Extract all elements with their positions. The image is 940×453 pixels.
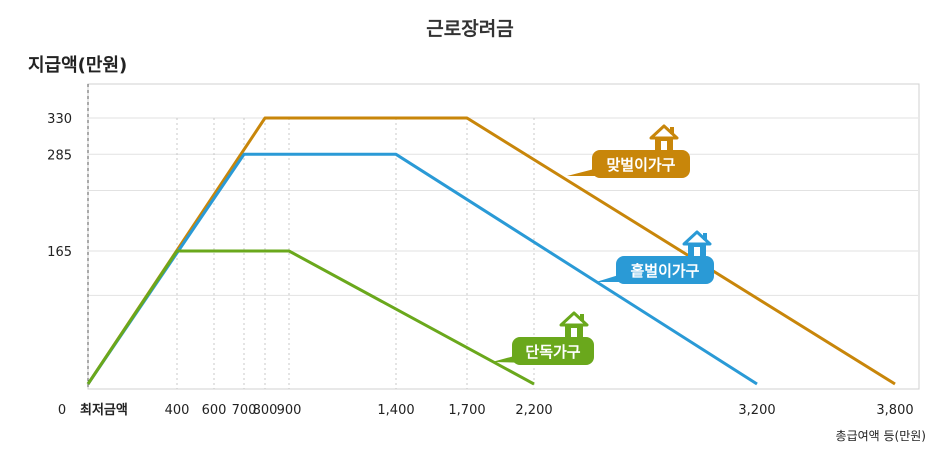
house-chimney (703, 233, 707, 240)
series-line-단독가구 (86, 249, 535, 386)
x-tick-label: 2,200 (515, 403, 552, 418)
y-tick-label: 165 (47, 245, 72, 260)
x-tick-label: 400 (165, 403, 190, 418)
y-tick-label: 330 (47, 112, 72, 127)
badge-box (592, 150, 690, 178)
badge-단독가구: 단독가구 (492, 311, 594, 365)
plot-frame (87, 83, 920, 390)
badge-맞벌이가구: 맞벌이가구 (567, 124, 690, 178)
x-tick-label: 1,400 (377, 403, 414, 418)
house-icon (649, 124, 679, 150)
x-tick-label: 700 (232, 403, 257, 418)
origin-label: 0 (58, 403, 66, 418)
x-tick-label: 1,700 (448, 403, 485, 418)
house-chimney (580, 314, 584, 321)
y-axis-label: 지급액(만원) (28, 55, 128, 76)
x-tick-label: 3,800 (876, 403, 913, 418)
x-tick-label: 600 (202, 403, 227, 418)
house-door (571, 328, 577, 337)
y-tick-label: 285 (47, 148, 72, 163)
badge-label: 맞벌이가구 (606, 156, 675, 174)
house-icon (559, 311, 589, 337)
x-min-label: 최저금액 (80, 403, 128, 418)
house-door (694, 247, 700, 256)
house-door (661, 141, 667, 150)
x-tick-label: 3,200 (738, 403, 775, 418)
series-layer (86, 116, 896, 386)
badge-box (512, 337, 594, 365)
badge-label: 홑벌이가구 (630, 262, 699, 280)
x-tick-label: 800 (253, 403, 278, 418)
chart-title: 근로장려금 (426, 18, 514, 40)
badge-box (616, 256, 714, 284)
grid-layer (87, 84, 918, 389)
badge-홑벌이가구: 홑벌이가구 (596, 230, 714, 284)
house-icon (682, 230, 712, 256)
x-tick-label: 900 (277, 403, 302, 418)
house-chimney (670, 127, 674, 134)
x-axis-label: 총급여액 등(만원) (835, 429, 926, 443)
badge-label: 단독가구 (525, 343, 580, 361)
